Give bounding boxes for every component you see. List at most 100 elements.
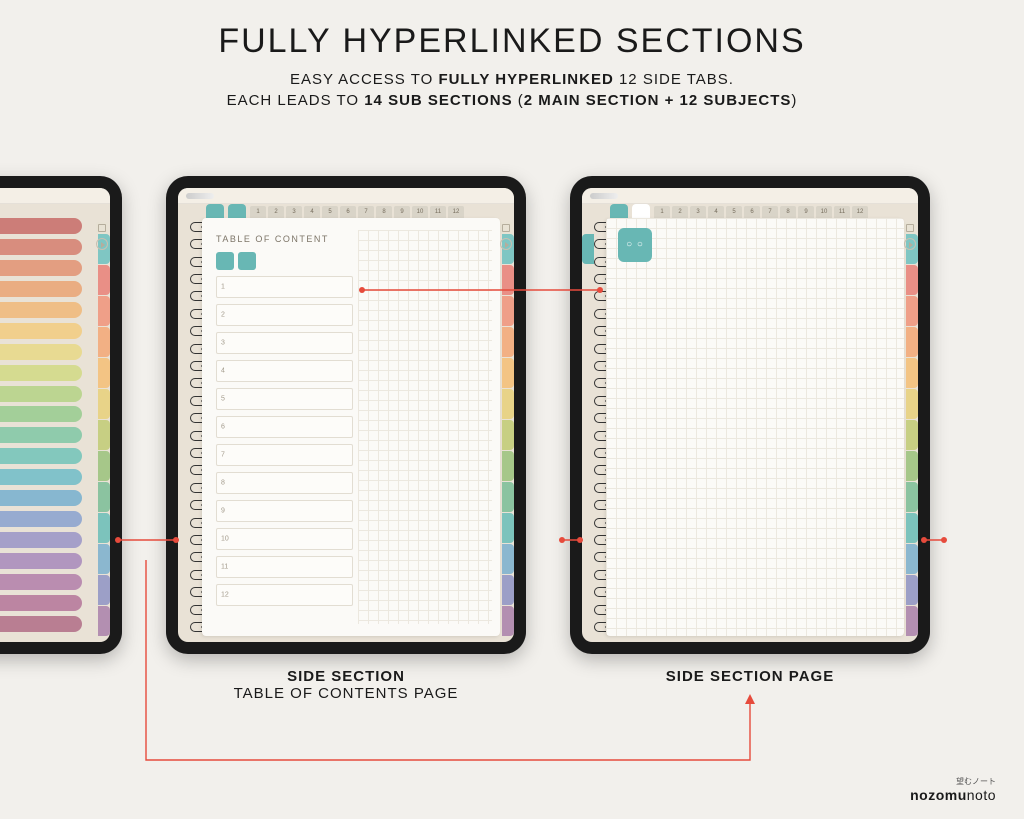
index-bar-9[interactable] — [0, 386, 82, 402]
toc-row-11[interactable]: 11 — [216, 556, 353, 578]
top-tab-7[interactable]: 7 — [358, 206, 374, 218]
side-tab-active[interactable] — [582, 234, 594, 264]
index-bar-7[interactable] — [0, 344, 82, 360]
side-tab-9[interactable] — [98, 482, 110, 512]
top-tab-9[interactable]: 9 — [394, 206, 410, 218]
top-tab-8[interactable]: 8 — [376, 206, 392, 218]
side-tab-2[interactable] — [98, 265, 110, 295]
index-bar-14[interactable] — [0, 490, 82, 506]
side-tab-2[interactable] — [502, 265, 514, 295]
side-tab-5[interactable] — [906, 358, 918, 388]
top-tab-3[interactable]: 3 — [690, 206, 706, 218]
top-tab-4[interactable]: 4 — [708, 206, 724, 218]
forward-icon[interactable] — [500, 238, 512, 250]
top-tab-5[interactable]: 5 — [322, 206, 338, 218]
toc-row-1[interactable]: 1 — [216, 276, 353, 298]
top-tab-7[interactable]: 7 — [762, 206, 778, 218]
top-tab-1[interactable]: 1 — [654, 206, 670, 218]
index-bar-17[interactable] — [0, 553, 82, 569]
side-tab-10[interactable] — [98, 513, 110, 543]
index-bar-13[interactable] — [0, 469, 82, 485]
side-tab-13[interactable] — [906, 606, 918, 636]
index-bar-6[interactable] — [0, 323, 82, 339]
top-tab-8[interactable]: 8 — [780, 206, 796, 218]
side-tab-6[interactable] — [502, 389, 514, 419]
top-tab-9[interactable]: 9 — [798, 206, 814, 218]
side-tab-6[interactable] — [906, 389, 918, 419]
side-tab-9[interactable] — [502, 482, 514, 512]
side-tab-4[interactable] — [98, 327, 110, 357]
toc-row-4[interactable]: 4 — [216, 360, 353, 382]
index-bar-2[interactable] — [0, 239, 82, 255]
top-tab-2[interactable]: 2 — [672, 206, 688, 218]
index-bar-12[interactable] — [0, 448, 82, 464]
top-tab-5[interactable]: 5 — [726, 206, 742, 218]
side-tab-12[interactable] — [502, 575, 514, 605]
side-tab-2[interactable] — [906, 265, 918, 295]
index-bar-11[interactable] — [0, 427, 82, 443]
side-tab-3[interactable] — [98, 296, 110, 326]
side-tab-7[interactable] — [906, 420, 918, 450]
side-tab-12[interactable] — [906, 575, 918, 605]
home-icon[interactable] — [904, 222, 916, 234]
side-tab-10[interactable] — [502, 513, 514, 543]
side-tab-4[interactable] — [502, 327, 514, 357]
home-icon[interactable] — [96, 222, 108, 234]
toc-chip-1[interactable] — [216, 252, 234, 270]
index-bar-1[interactable] — [0, 218, 82, 234]
top-tab-3[interactable]: 3 — [286, 206, 302, 218]
side-tab-3[interactable] — [906, 296, 918, 326]
home-icon[interactable] — [500, 222, 512, 234]
index-bar-18[interactable] — [0, 574, 82, 590]
forward-icon[interactable] — [904, 238, 916, 250]
top-tab-6[interactable]: 6 — [744, 206, 760, 218]
index-bar-20[interactable] — [0, 616, 82, 632]
toc-row-7[interactable]: 7 — [216, 444, 353, 466]
top-tab-6[interactable]: 6 — [340, 206, 356, 218]
index-bar-10[interactable] — [0, 406, 82, 422]
top-tab-11[interactable]: 11 — [430, 206, 446, 218]
top-tab-2[interactable]: 2 — [268, 206, 284, 218]
side-tab-6[interactable] — [98, 389, 110, 419]
side-tab-7[interactable] — [98, 420, 110, 450]
side-tab-5[interactable] — [98, 358, 110, 388]
index-bar-19[interactable] — [0, 595, 82, 611]
side-tab-11[interactable] — [906, 544, 918, 574]
top-tab-10[interactable]: 10 — [816, 206, 832, 218]
index-bar-4[interactable] — [0, 281, 82, 297]
toc-row-5[interactable]: 5 — [216, 388, 353, 410]
side-tab-3[interactable] — [502, 296, 514, 326]
side-tab-8[interactable] — [502, 451, 514, 481]
index-bar-16[interactable] — [0, 532, 82, 548]
top-tab-4[interactable]: 4 — [304, 206, 320, 218]
toc-row-12[interactable]: 12 — [216, 584, 353, 606]
side-tab-4[interactable] — [906, 327, 918, 357]
side-tab-8[interactable] — [906, 451, 918, 481]
section-chip-main[interactable]: ○ ○ — [618, 228, 652, 262]
toc-row-6[interactable]: 6 — [216, 416, 353, 438]
index-bar-8[interactable] — [0, 365, 82, 381]
side-tab-12[interactable] — [98, 575, 110, 605]
side-tab-11[interactable] — [98, 544, 110, 574]
side-tab-9[interactable] — [906, 482, 918, 512]
toc-row-8[interactable]: 8 — [216, 472, 353, 494]
top-tab-10[interactable]: 10 — [412, 206, 428, 218]
side-tab-11[interactable] — [502, 544, 514, 574]
toc-row-9[interactable]: 9 — [216, 500, 353, 522]
side-tab-13[interactable] — [98, 606, 110, 636]
index-bar-5[interactable] — [0, 302, 82, 318]
top-tab-12[interactable]: 12 — [852, 206, 868, 218]
index-bar-15[interactable] — [0, 511, 82, 527]
forward-icon[interactable] — [96, 238, 108, 250]
side-tab-5[interactable] — [502, 358, 514, 388]
toc-chip-2[interactable] — [238, 252, 256, 270]
index-bar-3[interactable] — [0, 260, 82, 276]
top-tab-1[interactable]: 1 — [250, 206, 266, 218]
top-tab-12[interactable]: 12 — [448, 206, 464, 218]
toc-row-2[interactable]: 2 — [216, 304, 353, 326]
top-tab-11[interactable]: 11 — [834, 206, 850, 218]
side-tab-8[interactable] — [98, 451, 110, 481]
side-tab-13[interactable] — [502, 606, 514, 636]
toc-row-3[interactable]: 3 — [216, 332, 353, 354]
side-tab-7[interactable] — [502, 420, 514, 450]
